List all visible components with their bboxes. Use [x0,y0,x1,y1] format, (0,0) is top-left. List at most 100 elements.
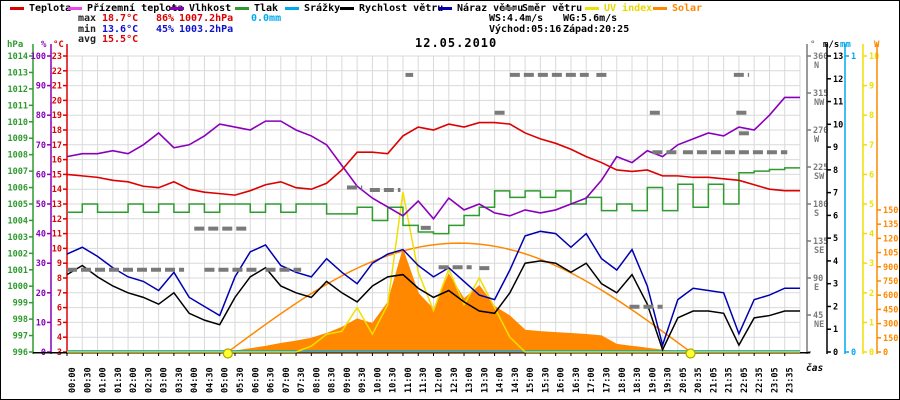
legend-label: Směr větru [522,2,583,14]
time-tick-label: 08:30 [328,367,338,393]
time-tick-label: 16:00 [557,367,567,393]
axis-tick-label: 12 [52,215,62,225]
time-tick-label: 21:35 [725,367,735,393]
axis-tick-label: 10 [52,244,62,254]
axis-tick-label: 2 [869,289,874,299]
time-tick-label: 16:30 [572,367,582,393]
axis-tick-label: 60 [36,170,46,180]
axis-tick-label: 1012 [8,85,28,95]
legend-label: Teplota [29,2,72,14]
legend-item: Směr větru [503,2,582,14]
axis-tick-label: 7 [57,289,62,299]
time-tick-label: 14:30 [511,367,521,393]
axis-tick-label: 1200 [883,234,900,244]
series-smer-vetru [67,72,788,309]
axis-tick-label: 15 [52,170,62,180]
axis-tick-label: 999 [13,299,28,309]
axis-tick-label: 1014 [8,52,28,62]
axis-tick-label: 4 [57,333,62,343]
time-tick-label: 05:00 [221,367,231,393]
sunset-marker [685,348,696,359]
axis-tick-label: 6 [869,170,874,180]
time-tick-label: 23:05 [770,367,780,393]
axis-tick-label: 14 [52,185,62,195]
axis-tick-label: 19 [52,111,62,121]
time-tick-label: 20:35 [694,367,704,393]
axis-tick-label: 1002 [8,249,28,259]
legend-item: Náraz větru [438,2,523,14]
axis-title-ms: m/s [823,40,839,50]
legend-swatch [653,6,667,10]
axis-title-pct: % [41,40,47,50]
time-tick-label: 03:00 [160,367,170,393]
axis-tick-label: 12 [833,75,843,85]
stats-max-row: max 18.7°C 86% 1007.2hPa 0.0mm [78,13,281,25]
time-tick-label: 09:00 [343,367,353,393]
axis-tick-label: 225 [813,163,828,173]
stats-block: max 18.7°C 86% 1007.2hPa 0.0mm min 13.6°… [78,13,281,46]
legend-label: Přízemní teplota [87,2,184,14]
axis-tick-label: 1 [869,318,874,328]
avg-temperature: 15.5°C [102,34,139,45]
axis-tick-label: 1001 [8,266,28,276]
time-tick-label: 01:00 [99,367,109,393]
time-tick-label: 17:00 [587,367,597,393]
axis-tick-label: 0 [851,348,856,358]
legend-item: Teplota [10,2,71,14]
axis-tick-label: 997 [13,332,28,342]
axis-tick-label: 8 [57,274,62,284]
axis-tick-label: 360 [813,52,828,62]
axis-tick-label: 1 [851,52,856,62]
legend-swatch [438,6,452,10]
axis-tick-label: 6 [57,304,62,314]
axis-tick-label: 1008 [8,151,28,161]
axis-tick-label: 1000 [8,282,28,292]
axis-tick-label: 5 [833,234,838,244]
max-temperature: 18.7°C [102,13,139,24]
time-tick-label: 15:00 [526,367,536,393]
time-tick-label: 17:30 [602,367,612,393]
axis-tick-label: 100 [31,52,46,62]
axis-tick-label: 150 [883,334,898,344]
min-label: min [78,23,97,35]
axis-tick-label: 11 [833,98,843,108]
legend-swatch [285,6,299,10]
axis-tick-label: 998 [13,315,28,325]
time-tick-label: 11:30 [419,367,429,393]
axis-tick-label: 13 [833,52,843,62]
axis-tick-label: 1050 [883,249,900,259]
cardinal-label: SW [814,172,825,182]
axis-tick-label: 70 [36,141,46,151]
axis-tick-label: 80 [36,111,46,121]
axis-tick-label: 4 [869,230,874,240]
legend-label: Vlhkost [189,2,232,14]
axis-tick-label: 135 [813,237,828,247]
time-tick-label: 18:00 [618,367,628,393]
series-Vlhkost [66,96,800,221]
cardinal-label: NE [814,320,824,330]
time-tick-label: 19:30 [664,367,674,393]
stats-avg-row: avg 15.5°C [78,34,281,46]
axis-tick-label: 315 [813,89,828,99]
axis-tick-label: 9 [57,259,62,269]
legend-swatch [340,6,354,10]
legend-label: UV index [604,2,653,14]
legend-label: Solar [672,2,703,14]
time-tick-label: 07:30 [297,367,307,393]
wind-sun-stats: WS:4.4m/s WG:5.6m/s Východ:05:16 Západ:2… [489,13,629,36]
legend-swatch [503,6,517,10]
avg-label: avg [78,34,97,45]
legend-label: Rychlost větru [359,2,444,14]
axis-tick-label: 1009 [8,134,28,144]
axis-tick-label: 1005 [8,200,28,210]
sun-stats-row: Východ:05:16 Západ:20:25 [489,24,629,36]
axis-title-mm: mm [840,40,851,50]
time-tick-label: 12:30 [450,367,460,393]
time-tick-label: 01:30 [114,367,124,393]
axis-tick-label: 750 [883,277,898,287]
time-tick-label: 18:30 [633,367,643,393]
axis-tick-label: 20 [36,289,46,299]
axis-tick-label: 10 [869,52,879,62]
